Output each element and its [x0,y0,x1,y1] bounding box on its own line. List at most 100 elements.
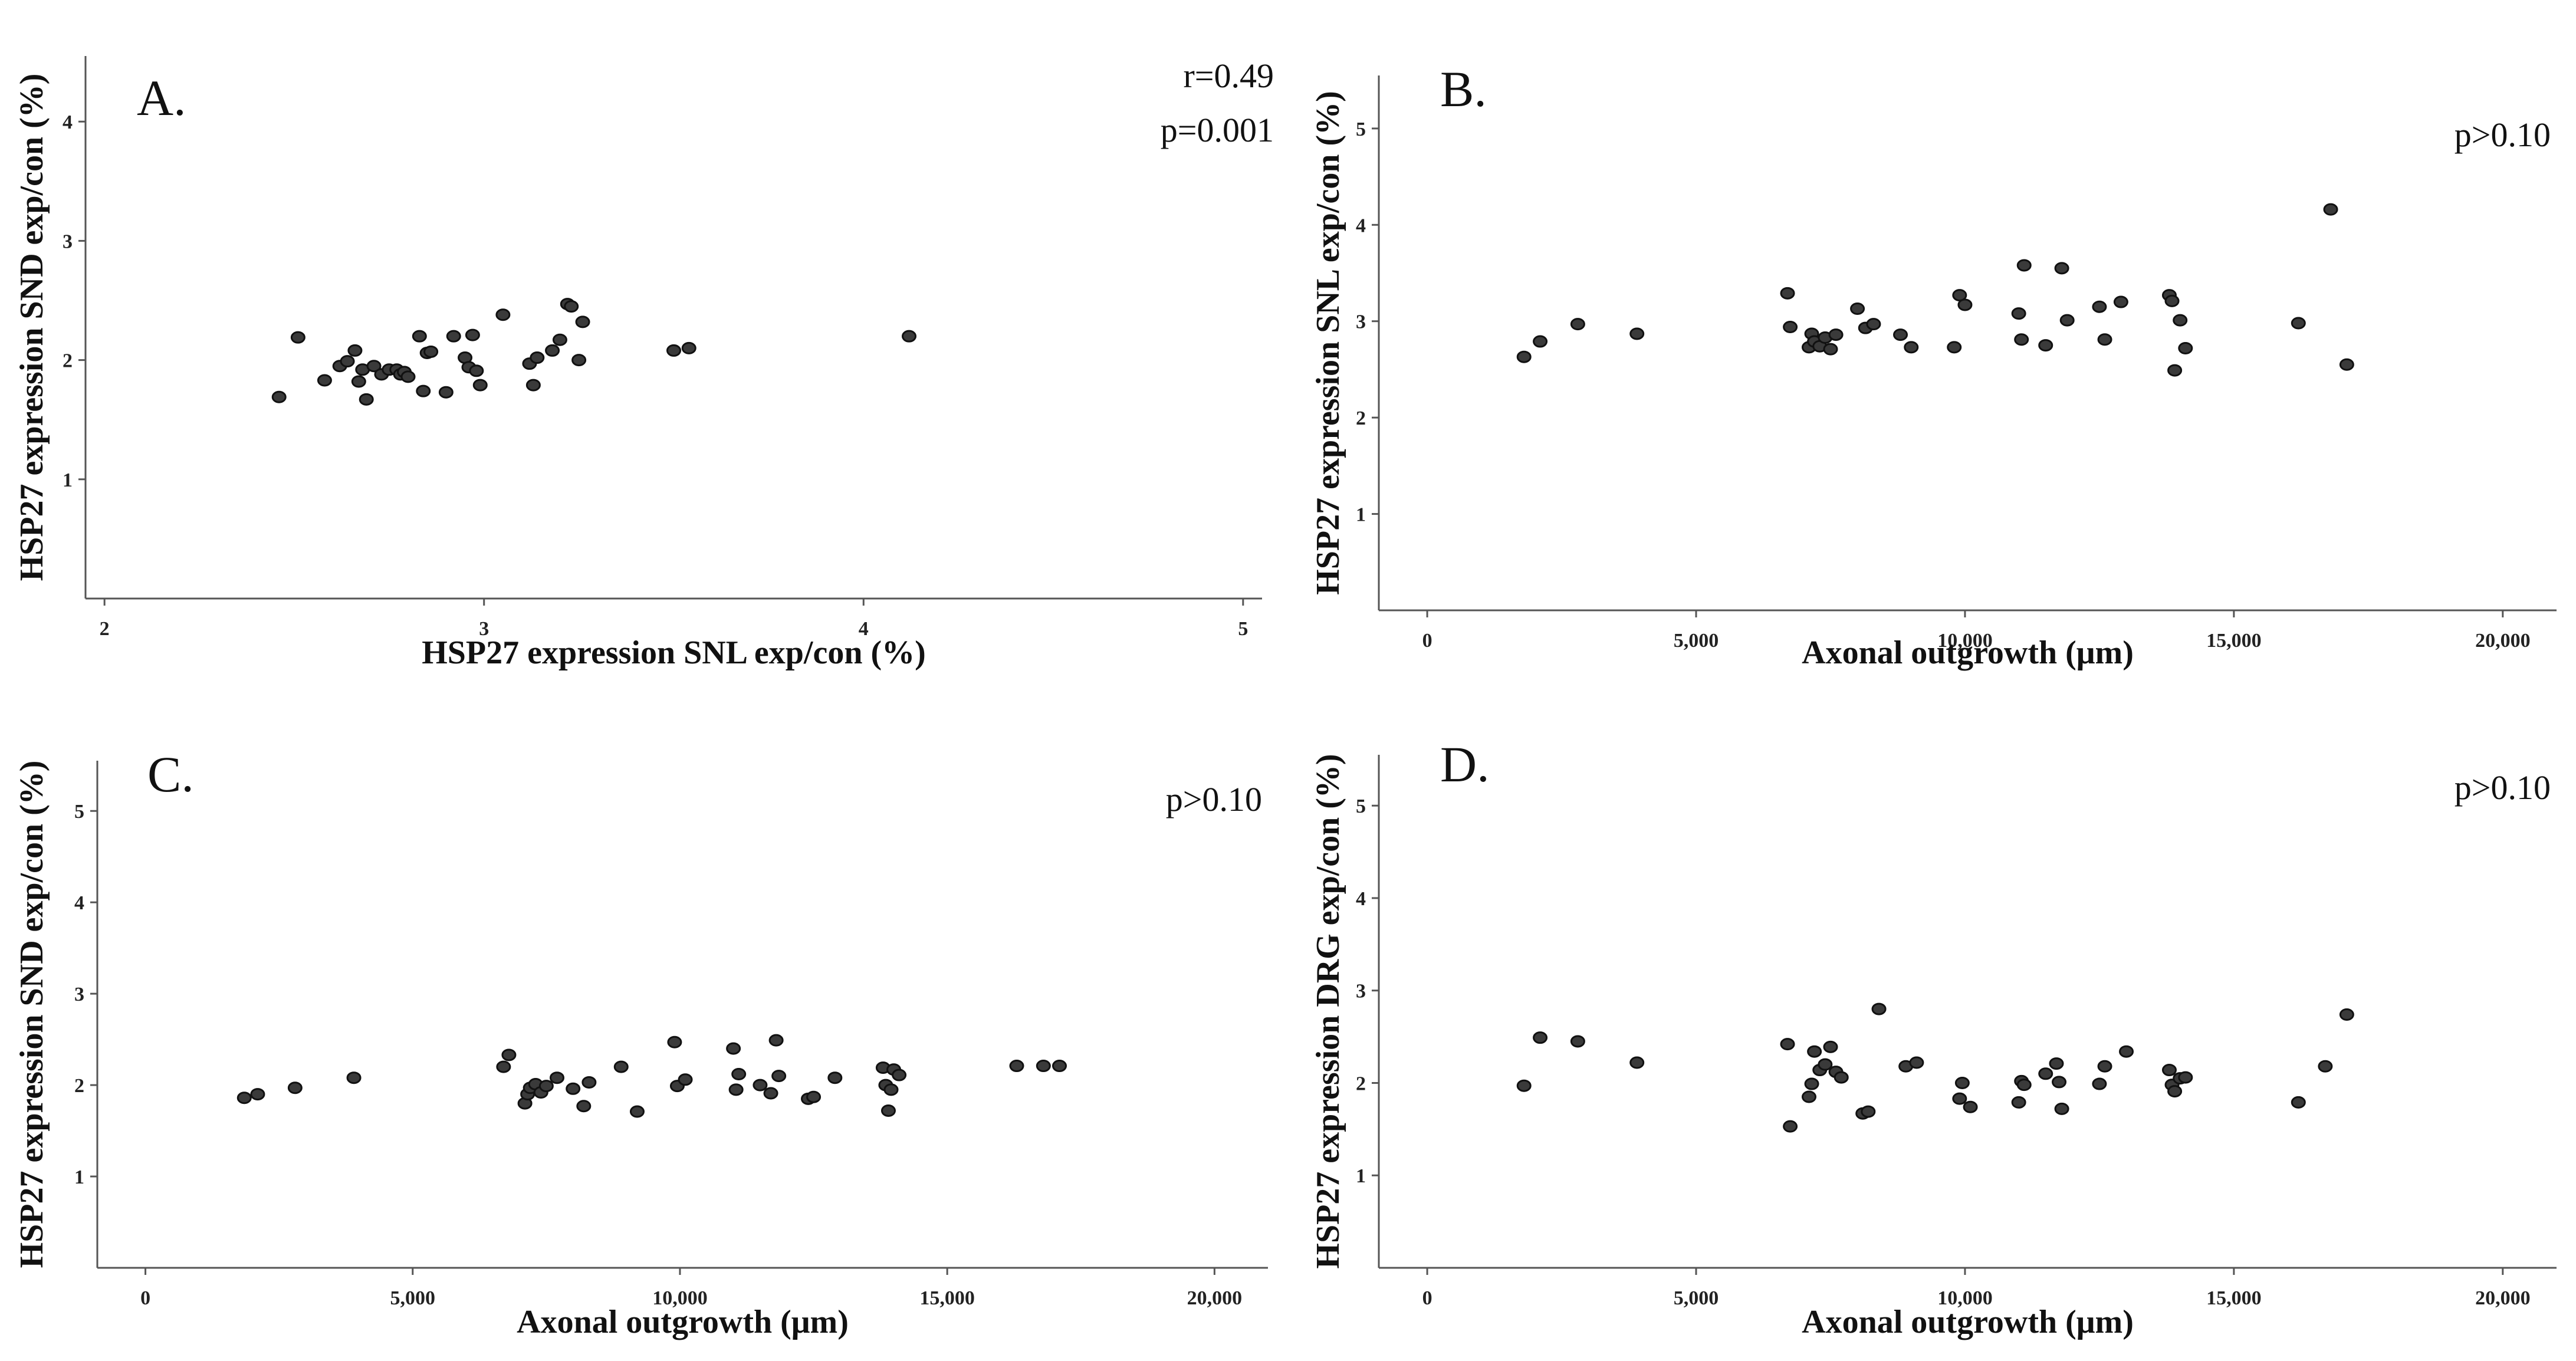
data-point [1952,289,1967,302]
data-point [1850,302,1865,315]
x-tick-label: 20,000 [2475,1287,2531,1309]
data-point [576,1100,592,1113]
data-point [1952,1092,1967,1105]
data-point [581,1076,597,1089]
data-point [1904,341,1919,354]
data-point [1009,1060,1024,1073]
data-point [728,1083,744,1096]
data-point [1629,1056,1645,1069]
data-point [2119,1045,2134,1058]
data-point [1783,1120,1798,1133]
data-point [880,1104,896,1117]
data-point [1570,318,1585,331]
data-point [501,1048,517,1061]
data-point [472,379,488,392]
y-tick-label: 5 [1356,795,1366,817]
data-point [1834,1071,1849,1084]
x-tick-label: 0 [140,1287,150,1309]
data-point [1780,287,1795,300]
data-point [2318,1060,2333,1073]
data-point [2054,1102,2069,1115]
data-point [731,1067,747,1080]
data-point [400,370,416,383]
data-point [2339,1008,2354,1021]
data-point [681,341,696,354]
panel-label: D. [1440,736,1490,793]
data-point [1871,1002,1887,1015]
x-tick-label: 5,000 [1674,1287,1719,1309]
data-point [538,1080,554,1093]
data-point [469,364,484,377]
data-point [1823,343,1838,356]
y-tick-label: 3 [1356,311,1366,333]
data-point [530,351,545,364]
data-point [1954,1076,1970,1089]
y-tick-label: 2 [74,1075,84,1097]
data-point [1947,341,1962,354]
data-point [1516,350,1532,363]
y-tick-label: 4 [63,111,73,133]
data-point [1036,1060,1051,1073]
data-point [412,330,427,343]
data-point [902,330,916,343]
data-point [446,330,461,343]
data-point [1570,1035,1585,1048]
y-tick-label: 1 [1356,504,1366,526]
data-point [423,345,439,358]
data-point [340,355,355,368]
data-point [2173,314,2188,327]
stat-annotation: r=0.49 [1183,57,1274,95]
data-point [549,1071,564,1084]
y-tick-label: 2 [1356,407,1366,429]
data-point [566,1082,581,1095]
y-axis-title: HSP27 expression DRG exp/con (%) [1310,754,1346,1268]
data-point [366,360,382,373]
y-axis-title: HSP27 expression SND exp/con (%) [14,74,50,581]
data-point [1807,1045,1822,1058]
data-point [768,1034,784,1047]
y-tick-label: 1 [1356,1165,1366,1187]
data-point [236,1092,252,1104]
x-axis-title: Axonal outgrowth (μm) [1802,1304,2134,1340]
data-point [1823,1040,1838,1053]
x-tick-label: 15,000 [2206,1287,2262,1309]
data-point [771,1070,787,1083]
data-point [2016,1079,2032,1092]
data-point [271,390,287,403]
stat-annotation: p>0.10 [2455,768,2551,807]
data-point [2178,341,2193,354]
stat-annotation: p>0.10 [1166,780,1262,818]
data-point [753,1079,768,1092]
data-point [2164,294,2180,307]
x-tick-label: 2 [100,618,110,640]
data-point [346,1071,362,1084]
data-point [290,331,305,344]
data-point [2339,358,2354,371]
x-tick-label: 5,000 [1674,630,1719,652]
panel-b: 0 5,000 10,000 15,000 20,000 1 2 3 4 5 Axonal outg… [1310,61,2557,671]
data-point [359,393,374,406]
data-point [1957,298,1973,311]
data-point [2291,317,2306,330]
data-point [1783,321,1798,334]
data-point [1909,1056,1924,1069]
data-point [2016,259,2032,272]
data-point [883,1083,899,1096]
data-point [667,1035,682,1048]
y-tick-label: 3 [1356,981,1366,1002]
data-point [2052,1076,2067,1089]
data-point [1893,328,1908,341]
data-point [2038,1067,2053,1080]
y-axis-title: HSP27 expression SNL exp/con (%) [1310,91,1346,595]
y-tick-label: 2 [1356,1073,1366,1094]
data-point [1804,1077,1819,1090]
y-tick-label: 4 [1356,215,1366,236]
data-point [2049,1057,2064,1070]
data-point [2011,307,2026,320]
panel-d: 0 5,000 10,000 15,000 20,000 1 2 3 4 5 Axonal outg… [1310,736,2557,1340]
x-tick-label: 15,000 [919,1287,975,1309]
data-point [613,1060,629,1073]
data-point [2059,314,2075,327]
stat-annotation: p=0.001 [1161,111,1274,149]
